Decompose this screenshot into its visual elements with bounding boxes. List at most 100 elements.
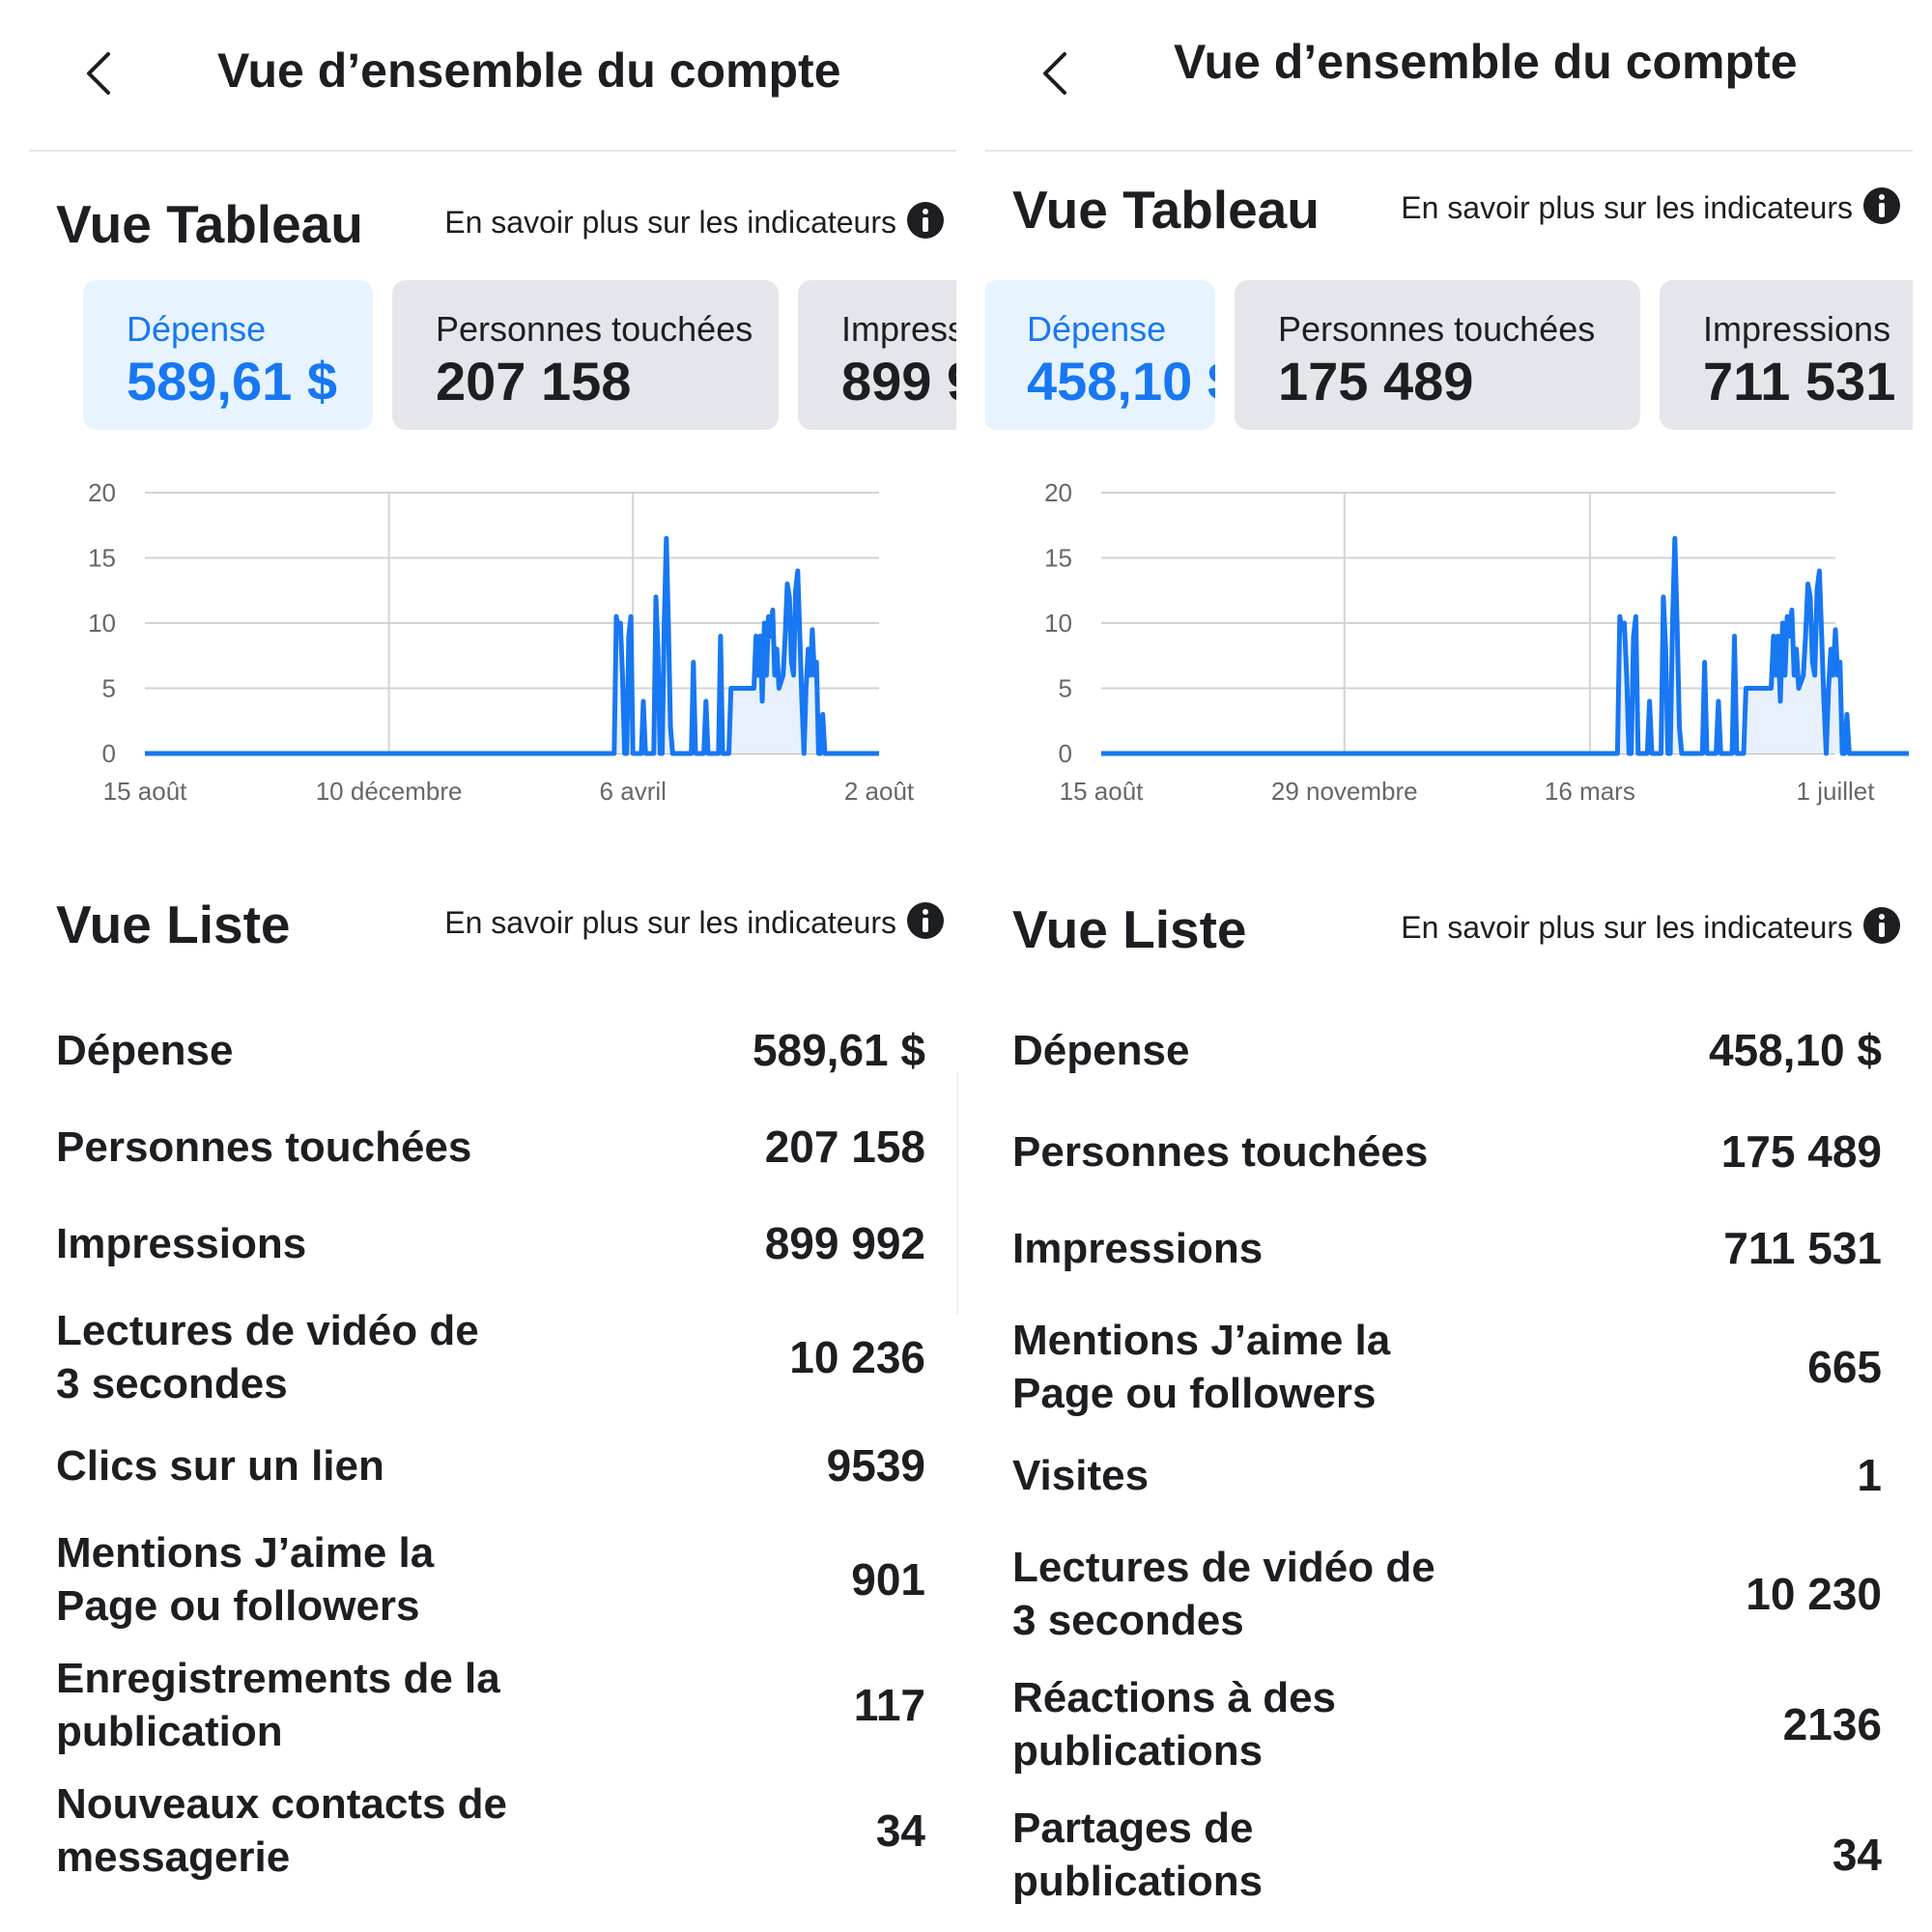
metric-value: 901 xyxy=(851,1553,925,1605)
metric-name: Lectures de vidéo de 3 secondes xyxy=(56,1307,479,1407)
x-tick-label: 15 août xyxy=(103,777,188,806)
list-item: Nouveaux contacts de messagerie 34 xyxy=(56,1777,925,1884)
page-title: Vue d’ensemble du compte xyxy=(1174,35,1798,89)
top-bar: Vue d’ensemble du compte xyxy=(985,0,1913,152)
list-item: Partages de publications 34 xyxy=(1012,1802,1882,1908)
metric-value: 711 531 xyxy=(1723,1223,1882,1273)
metric-card-label: Personnes touchées xyxy=(1278,309,1596,349)
panel-divider xyxy=(956,1072,958,1314)
metric-name: Clics sur un lien xyxy=(56,1442,384,1490)
chevron-left-icon[interactable] xyxy=(77,46,124,100)
list-item: Lectures de vidéo de 3 secondes 10 236 xyxy=(56,1304,925,1410)
metric-value: 10 236 xyxy=(789,1331,925,1382)
section-title: Vue Liste xyxy=(56,895,291,954)
metric-value: 2136 xyxy=(1782,1698,1882,1749)
x-tick-label: 6 avril xyxy=(600,777,667,806)
metric-name: Réactions à des publications xyxy=(1012,1674,1337,1775)
metric-name: Dépense xyxy=(1012,1027,1190,1074)
metric-card[interactable]: Dépense 589,61 $ xyxy=(83,280,373,430)
metric-value: 1 xyxy=(1857,1450,1882,1500)
metric-card-value: 899 992 xyxy=(841,351,956,412)
list-item: Personnes touchées 175 489 xyxy=(1012,1125,1882,1179)
metric-value: 34 xyxy=(1832,1829,1882,1880)
metric-card[interactable]: Impressions 711 531 xyxy=(1660,280,1913,430)
y-tick-label: 0 xyxy=(102,739,116,768)
x-tick-label: 16 mars xyxy=(1545,777,1635,806)
metric-name: Personnes touchées xyxy=(56,1123,472,1171)
metric-name: Personnes touchées xyxy=(1012,1128,1429,1176)
learn-more-link[interactable]: En savoir plus sur les indicateurs xyxy=(444,205,896,240)
metric-value: 589,61 $ xyxy=(752,1025,925,1075)
chevron-left-icon[interactable] xyxy=(1034,46,1080,100)
x-tick-label: 10 décembre xyxy=(316,777,463,806)
metric-name: Partages de publications xyxy=(1012,1804,1264,1905)
list-item: Dépense 458,10 $ xyxy=(1012,1024,1882,1077)
x-tick-label: 2 août xyxy=(844,777,915,806)
metric-value: 207 158 xyxy=(764,1122,925,1172)
info-icon[interactable] xyxy=(1862,906,1901,945)
section-title: Vue Liste xyxy=(1012,899,1247,959)
list-item: Dépense 589,61 $ xyxy=(56,1024,925,1077)
y-tick-label: 20 xyxy=(1044,478,1072,507)
metric-cards-carousel[interactable]: Dépense 589,61 $ Personnes touchées 207 … xyxy=(56,280,956,430)
metric-card[interactable]: Personnes touchées 175 489 xyxy=(1235,280,1640,430)
y-tick-label: 10 xyxy=(1044,609,1072,638)
metric-value: 34 xyxy=(875,1804,925,1856)
y-tick-label: 20 xyxy=(88,478,116,507)
x-tick-label: 1 juillet xyxy=(1797,777,1876,806)
y-tick-label: 5 xyxy=(1059,674,1072,703)
metric-card-label: Personnes touchées xyxy=(436,309,753,349)
learn-more-link[interactable]: En savoir plus sur les indicateurs xyxy=(444,905,896,940)
list-view-header: Vue Liste En savoir plus sur les indicat… xyxy=(1012,898,1911,966)
metric-card-value: 589,61 $ xyxy=(127,351,337,412)
x-tick-label: 29 novembre xyxy=(1271,777,1418,806)
list-item: Enregistrements de la publication 117 xyxy=(56,1652,925,1758)
learn-more-link[interactable]: En savoir plus sur les indicateurs xyxy=(1401,910,1853,945)
metric-name: Mentions J’aime la Page ou followers xyxy=(56,1529,435,1630)
info-icon[interactable] xyxy=(1862,186,1901,225)
metric-name: Visites xyxy=(1012,1452,1150,1499)
metric-card-value: 458,10 $ xyxy=(1027,351,1215,412)
metric-card-label: Impressions xyxy=(841,309,956,349)
metric-value: 117 xyxy=(853,1679,925,1730)
y-tick-label: 0 xyxy=(1059,739,1072,768)
metric-cards-carousel[interactable]: Dépense 458,10 $ Personnes touchées 175 … xyxy=(985,280,1913,430)
metric-value: 9539 xyxy=(826,1440,925,1491)
right-screen: Vue d’ensemble du compte Vue Tableau En … xyxy=(985,0,1913,1932)
metric-card[interactable]: Dépense 458,10 $ xyxy=(985,280,1215,430)
chart-svg: 0 5 10 15 20 15 août 10 décembre 6 avril 2 août xyxy=(88,478,915,806)
metric-value: 175 489 xyxy=(1720,1126,1882,1177)
metric-card-label: Impressions xyxy=(1703,309,1891,349)
metric-name: Nouveaux contacts de messagerie xyxy=(56,1780,508,1881)
series-line xyxy=(145,535,879,756)
info-icon[interactable] xyxy=(906,901,945,940)
metric-card-value: 175 489 xyxy=(1278,351,1474,412)
metric-card[interactable]: Impressions 899 992 xyxy=(798,280,956,430)
list-item: Mentions J’aime la Page ou followers 665 xyxy=(1012,1314,1882,1420)
metric-name: Mentions J’aime la Page ou followers xyxy=(1012,1317,1391,1417)
list-item: Clics sur un lien 9539 xyxy=(56,1439,925,1492)
top-bar: Vue d’ensemble du compte xyxy=(29,0,956,152)
metric-value: 10 230 xyxy=(1746,1568,1882,1619)
page-title: Vue d’ensemble du compte xyxy=(217,43,841,98)
list-item: Impressions 899 992 xyxy=(56,1217,925,1270)
spend-chart: 0 5 10 15 20 15 août 29 novembre 16 mars 1 juill… xyxy=(985,464,1913,850)
metric-card-label: Dépense xyxy=(1027,309,1167,349)
list-item: Impressions 711 531 xyxy=(1012,1222,1882,1275)
list-item: Lectures de vidéo de 3 secondes 10 230 xyxy=(1012,1541,1882,1647)
metric-value: 899 992 xyxy=(764,1218,925,1268)
metric-card[interactable]: Personnes touchées 207 158 xyxy=(392,280,779,430)
table-view-header: Vue Tableau En savoir plus sur les indic… xyxy=(56,193,954,261)
y-tick-label: 15 xyxy=(1044,544,1072,573)
x-tick-label: 15 août xyxy=(1060,777,1145,806)
learn-more-link[interactable]: En savoir plus sur les indicateurs xyxy=(1401,190,1853,225)
metric-value: 665 xyxy=(1807,1341,1882,1392)
list-view-header: Vue Liste En savoir plus sur les indicat… xyxy=(56,894,954,961)
y-tick-label: 15 xyxy=(88,544,116,573)
list-item: Réactions à des publications 2136 xyxy=(1012,1671,1882,1777)
chart-svg: 0 5 10 15 20 15 août 29 novembre 16 mars 1 juill… xyxy=(1044,478,1909,806)
left-screen: Vue d’ensemble du compte Vue Tableau En … xyxy=(29,0,956,1932)
metric-value: 458,10 $ xyxy=(1708,1025,1882,1075)
y-tick-label: 10 xyxy=(88,609,116,638)
info-icon[interactable] xyxy=(906,201,945,240)
